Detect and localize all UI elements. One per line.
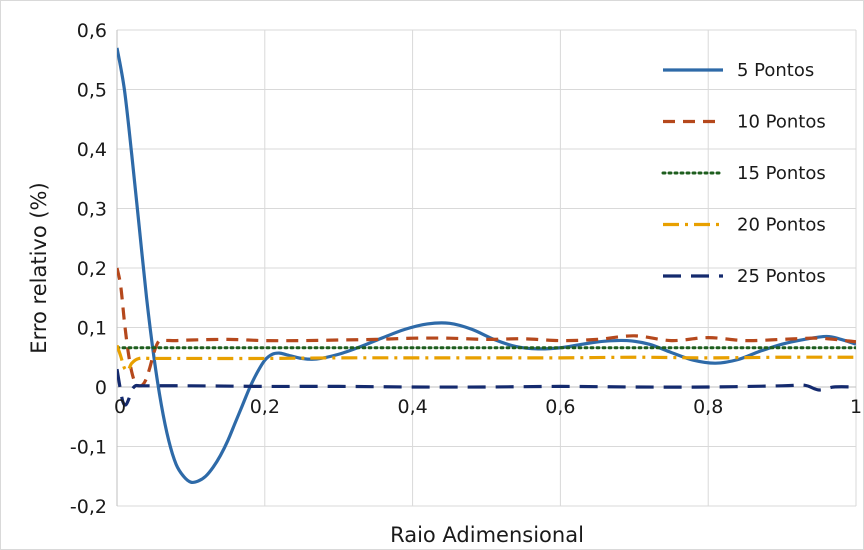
series-line-5 bbox=[117, 368, 856, 407]
y-tick-label: 0,4 bbox=[77, 139, 107, 161]
y-tick-label: 0,2 bbox=[77, 258, 107, 280]
y-tick-label: 0 bbox=[95, 377, 107, 399]
x-tick-label: 0 bbox=[114, 396, 126, 418]
x-tick-label: 1 bbox=[850, 396, 862, 418]
series-lines bbox=[117, 47, 856, 485]
y-tick-label: -0,2 bbox=[70, 496, 107, 518]
y-tick-label: 0,6 bbox=[77, 20, 107, 42]
x-tick-label: 0,4 bbox=[397, 396, 427, 418]
x-axis-title: Raio Adimensional bbox=[390, 523, 584, 547]
y-tick-label: 0,3 bbox=[77, 199, 107, 221]
tick-labels: -0,2 -0,1 0 0,1 0,2 0,3 0,4 0,5 0,6 0 0,2 0,4 0,6 0,8… bbox=[70, 20, 862, 518]
legend-label-4: 20 Pontos bbox=[737, 215, 826, 236]
x-tick-label: 0,6 bbox=[545, 396, 575, 418]
legend-label-3: 15 Pontos bbox=[737, 163, 826, 184]
legend: 5 Pontos 10 Pontos 15 Pontos 20 Pontos 25 Po… bbox=[661, 60, 826, 287]
y-tick-label: 0,5 bbox=[77, 80, 107, 102]
legend-label-2: 10 Pontos bbox=[737, 112, 826, 133]
legend-label-1: 5 Pontos bbox=[737, 60, 814, 81]
x-tick-label: 0,8 bbox=[693, 396, 723, 418]
legend-label-5: 25 Pontos bbox=[737, 266, 826, 287]
y-tick-label: 0,1 bbox=[77, 318, 107, 340]
series-line-4 bbox=[117, 344, 856, 373]
y-axis-title: Erro relativo (%) bbox=[27, 182, 51, 353]
y-tick-label: -0,1 bbox=[70, 437, 107, 459]
x-tick-label: 0,2 bbox=[250, 396, 280, 418]
